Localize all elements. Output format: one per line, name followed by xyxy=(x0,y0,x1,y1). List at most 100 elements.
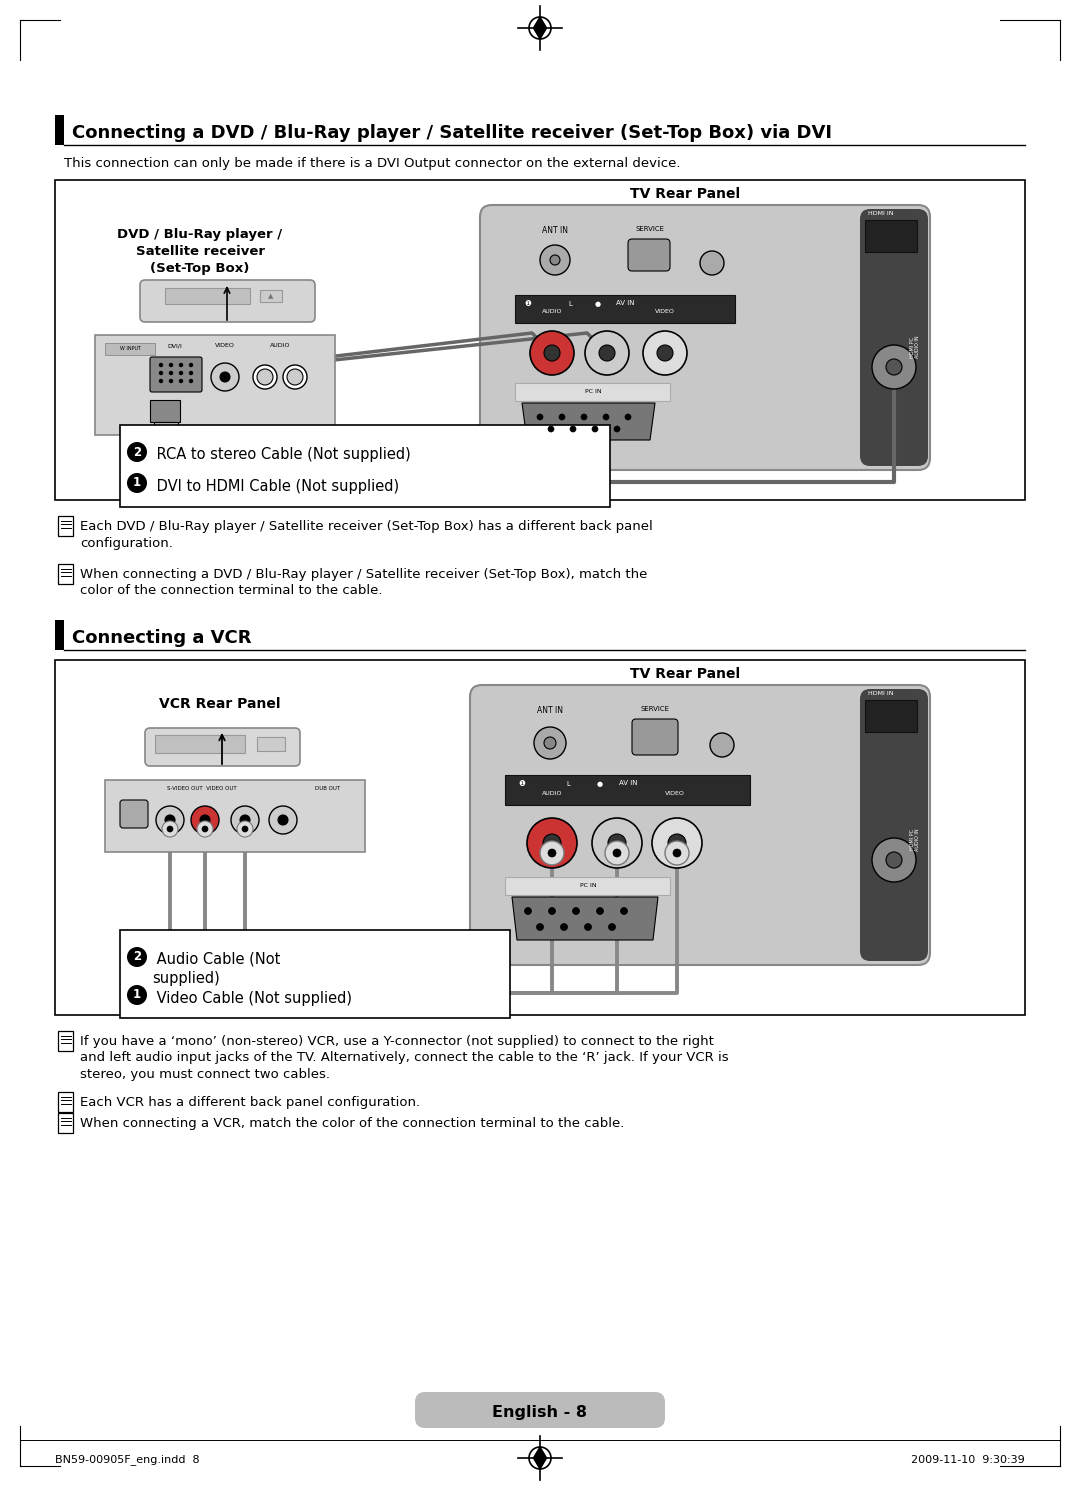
Text: 2: 2 xyxy=(133,951,141,963)
Text: AUDIO: AUDIO xyxy=(542,309,563,314)
Circle shape xyxy=(550,256,561,265)
Circle shape xyxy=(127,473,147,493)
Circle shape xyxy=(548,849,556,857)
Circle shape xyxy=(202,826,208,832)
Text: HDMI PC
AUDIO IN: HDMI PC AUDIO IN xyxy=(909,829,920,851)
Text: English - 8: English - 8 xyxy=(492,1404,588,1419)
Bar xyxy=(515,296,735,322)
Text: ●: ● xyxy=(597,782,603,788)
Circle shape xyxy=(570,426,576,432)
Circle shape xyxy=(525,908,531,914)
Circle shape xyxy=(168,379,173,383)
Bar xyxy=(105,780,365,851)
FancyBboxPatch shape xyxy=(627,239,670,270)
Text: HDMI IN: HDMI IN xyxy=(868,211,894,215)
Circle shape xyxy=(544,345,561,361)
Text: HDMI PC
AUDIO IN: HDMI PC AUDIO IN xyxy=(909,336,920,358)
Circle shape xyxy=(165,814,175,825)
Circle shape xyxy=(189,363,193,367)
Text: ANT IN: ANT IN xyxy=(537,706,563,715)
Text: Video Cable (Not supplied): Video Cable (Not supplied) xyxy=(152,991,352,1006)
Circle shape xyxy=(261,373,269,380)
Text: AUDIO: AUDIO xyxy=(270,343,291,348)
Bar xyxy=(150,400,180,422)
Circle shape xyxy=(287,369,303,385)
Circle shape xyxy=(643,331,687,374)
Bar xyxy=(165,288,249,305)
Text: AV IN: AV IN xyxy=(616,300,634,306)
Circle shape xyxy=(621,908,627,914)
Text: SERVICE: SERVICE xyxy=(635,226,664,232)
Text: W INPUT: W INPUT xyxy=(120,346,140,351)
Circle shape xyxy=(872,838,916,883)
Bar xyxy=(120,425,610,507)
FancyBboxPatch shape xyxy=(632,719,678,755)
Text: VIDEO: VIDEO xyxy=(656,309,675,314)
FancyBboxPatch shape xyxy=(480,205,930,470)
FancyBboxPatch shape xyxy=(145,728,300,765)
Bar xyxy=(156,736,245,753)
Circle shape xyxy=(549,908,555,914)
Text: 1: 1 xyxy=(133,988,141,1002)
Circle shape xyxy=(283,366,307,389)
Text: Connecting a DVD / Blu-Ray player / Satellite receiver (Set-Top Box) via DVI: Connecting a DVD / Blu-Ray player / Sate… xyxy=(72,123,832,143)
Text: VCR Rear Panel: VCR Rear Panel xyxy=(159,697,281,710)
Circle shape xyxy=(127,985,147,1005)
Circle shape xyxy=(543,834,561,851)
Bar xyxy=(55,620,64,649)
Text: VIDEO: VIDEO xyxy=(665,791,685,796)
Circle shape xyxy=(168,363,173,367)
Circle shape xyxy=(156,805,184,834)
Circle shape xyxy=(127,441,147,462)
Text: Each DVD / Blu-Ray player / Satellite receiver (Set-Top Box) has a different bac: Each DVD / Blu-Ray player / Satellite re… xyxy=(80,520,652,550)
Circle shape xyxy=(527,817,577,868)
Circle shape xyxy=(548,426,554,432)
Bar xyxy=(105,343,156,355)
Circle shape xyxy=(220,372,230,382)
Circle shape xyxy=(189,372,193,374)
Circle shape xyxy=(625,415,631,421)
Circle shape xyxy=(665,841,689,865)
Circle shape xyxy=(537,415,543,421)
Polygon shape xyxy=(534,1447,546,1470)
Circle shape xyxy=(211,363,239,391)
Circle shape xyxy=(561,923,567,930)
Text: DUB OUT: DUB OUT xyxy=(315,786,340,791)
FancyBboxPatch shape xyxy=(120,799,148,828)
Text: RCA to stereo Cable (Not supplied): RCA to stereo Cable (Not supplied) xyxy=(152,447,410,462)
Circle shape xyxy=(652,817,702,868)
FancyBboxPatch shape xyxy=(860,210,928,467)
Bar xyxy=(865,700,917,733)
Bar xyxy=(505,776,750,805)
Text: VIDEO: VIDEO xyxy=(215,343,235,348)
Bar xyxy=(505,877,670,895)
Text: L: L xyxy=(568,302,572,308)
Circle shape xyxy=(673,849,681,857)
Bar xyxy=(865,220,917,253)
Circle shape xyxy=(544,737,556,749)
Circle shape xyxy=(534,727,566,759)
Circle shape xyxy=(572,908,580,914)
Bar xyxy=(257,737,285,750)
Text: AV IN: AV IN xyxy=(619,780,637,786)
Circle shape xyxy=(537,923,543,930)
Circle shape xyxy=(231,805,259,834)
Circle shape xyxy=(237,820,253,837)
FancyBboxPatch shape xyxy=(860,690,928,961)
Text: When connecting a VCR, match the color of the connection terminal to the cable.: When connecting a VCR, match the color o… xyxy=(80,1117,624,1129)
Circle shape xyxy=(559,415,565,421)
Text: AUDIO: AUDIO xyxy=(542,791,563,796)
Circle shape xyxy=(540,841,564,865)
Circle shape xyxy=(189,379,193,383)
Circle shape xyxy=(608,923,616,930)
Text: L: L xyxy=(566,782,570,788)
Text: S-VIDEO OUT  VIDEO OUT: S-VIDEO OUT VIDEO OUT xyxy=(167,786,237,791)
Circle shape xyxy=(599,345,615,361)
Bar xyxy=(95,334,335,435)
Circle shape xyxy=(159,379,163,383)
Text: BN59-00905F_eng.indd  8: BN59-00905F_eng.indd 8 xyxy=(55,1455,200,1465)
Circle shape xyxy=(669,834,686,851)
Text: SERVICE: SERVICE xyxy=(640,706,670,712)
Circle shape xyxy=(242,826,248,832)
Polygon shape xyxy=(512,898,658,941)
